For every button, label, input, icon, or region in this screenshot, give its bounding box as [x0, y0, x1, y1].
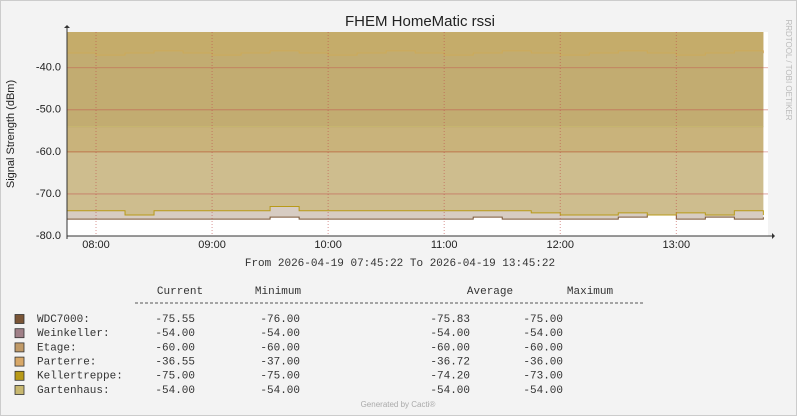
- x-tick-label: 12:00: [546, 239, 574, 251]
- x-tick-label: 09:00: [198, 239, 226, 251]
- legend-value: -37.00: [260, 357, 300, 369]
- plot-area: [67, 32, 768, 236]
- x-tick-label: 10:00: [314, 239, 342, 251]
- y-tick-label: -70.0: [36, 188, 61, 200]
- legend-value: -74.20: [430, 371, 470, 383]
- legend-value: -36.55: [155, 357, 195, 369]
- legend-header: Minimum: [255, 286, 302, 298]
- legend-swatch: [14, 328, 25, 339]
- y-tick-label: -80.0: [36, 230, 61, 242]
- series-area: [67, 32, 764, 152]
- legend-name: Parterre:: [37, 357, 96, 369]
- legend-header: Maximum: [567, 286, 614, 298]
- series-area: [67, 32, 764, 127]
- legend-value: -60.00: [430, 342, 470, 354]
- legend-value: -54.00: [430, 385, 470, 397]
- axis-arrow: [772, 233, 775, 239]
- legend-value: -75.55: [155, 314, 195, 326]
- legend-value: -54.00: [523, 328, 563, 340]
- x-tick-label: 11:00: [431, 239, 458, 251]
- legend-value: -36.72: [430, 357, 470, 369]
- x-tick-label: 13:00: [663, 239, 691, 251]
- legend-value: -36.00: [523, 357, 563, 369]
- axis-arrow: [64, 25, 70, 28]
- series-area: [67, 32, 764, 220]
- series-area: [67, 32, 764, 215]
- legend-swatch: [14, 314, 25, 324]
- legend-value: -76.00: [260, 314, 300, 326]
- y-tick-label: -40.0: [36, 62, 61, 74]
- legend-name: Weinkeller:: [37, 328, 110, 340]
- legend-value: -75.00: [155, 371, 195, 383]
- y-tick-label: -50.0: [36, 104, 61, 116]
- legend-value: -54.00: [155, 328, 195, 340]
- legend-value: -75.00: [523, 314, 563, 326]
- series-area: [67, 32, 764, 56]
- legend-value: -54.00: [430, 328, 470, 340]
- legend-value: -54.00: [155, 385, 195, 397]
- legend-value: -60.00: [155, 342, 195, 354]
- legend-value: -75.83: [430, 314, 470, 326]
- legend-value: -73.00: [523, 371, 563, 383]
- footer: Generated by Cacti®: [361, 400, 436, 409]
- legend-name: Gartenhaus:: [37, 385, 110, 397]
- legend-swatch: [14, 342, 25, 353]
- legend-value: -60.00: [523, 342, 563, 354]
- x-tick-label: 08:00: [82, 239, 110, 251]
- legend-value: -54.00: [260, 385, 300, 397]
- chart-title: FHEM HomeMatic rssi: [345, 13, 495, 30]
- legend-value: -75.00: [260, 371, 300, 383]
- legend-swatch: [14, 356, 25, 367]
- legend-value: -54.00: [260, 328, 300, 340]
- legend-name: Kellertreppe:: [37, 371, 123, 383]
- y-axis-label: Signal Strength (dBm): [5, 80, 17, 188]
- series-line: [67, 214, 764, 220]
- legend-name: Etage:: [37, 342, 77, 354]
- time-range: From 2026-04-19 07:45:22 To 2026-04-19 1…: [245, 258, 555, 270]
- legend-value: -60.00: [260, 342, 300, 354]
- watermark: RRDTOOL / TOBI OETIKER: [784, 19, 793, 120]
- series-area: [67, 32, 764, 127]
- legend-swatch: [14, 370, 25, 381]
- y-tick-label: -60.0: [36, 146, 61, 158]
- legend-header: Current: [157, 286, 203, 298]
- legend-name: WDC7000:: [37, 314, 90, 326]
- series-line: [67, 50, 764, 56]
- legend-value: -54.00: [523, 385, 563, 397]
- legend-swatch: [14, 385, 25, 395]
- legend-header: Average: [467, 286, 513, 298]
